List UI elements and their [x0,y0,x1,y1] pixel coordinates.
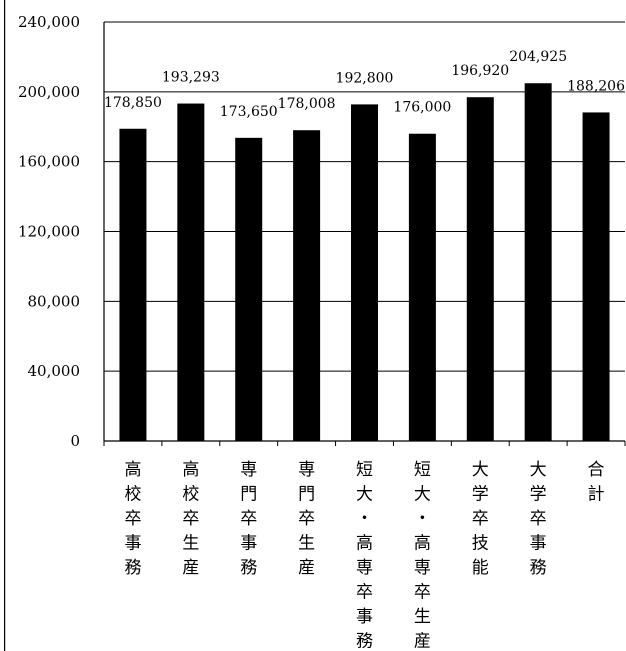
y-tick-label: 40,000 [28,362,81,380]
category-label: 高校卒生産 [182,460,199,578]
category-label: 短大・高専卒事務 [356,460,373,651]
y-tick-label: 240,000 [18,13,80,31]
bar [177,103,205,442]
category-label: 専門卒生産 [298,460,315,578]
data-label: 178,008 [278,96,336,112]
bar [235,137,263,441]
data-label: 176,000 [393,100,451,116]
bar [582,112,610,441]
data-label: 193,293 [162,70,220,86]
data-label: 178,850 [104,95,162,111]
data-label: 173,650 [220,104,278,120]
data-label: 192,800 [336,70,394,86]
category-label: 短大・高専卒生産 [414,460,431,651]
bar [408,133,436,441]
y-tick-label: 200,000 [18,83,80,101]
bar [524,83,552,441]
bar [466,97,494,441]
y-tick-label: 80,000 [28,292,81,310]
bar [293,130,321,441]
data-label: 196,920 [451,63,509,79]
y-tick-label: 120,000 [18,223,80,241]
bar [119,128,147,442]
category-label: 専門卒事務 [240,460,257,578]
y-axis-tick-labels: 0 40,000 80,000 120,000 160,000 200,000 240,00… [18,13,80,450]
category-label: 合計 [588,460,605,505]
category-label: 大学卒技能 [472,460,489,578]
data-label: 204,925 [509,49,567,65]
chart-border-left [4,0,6,651]
bars [119,83,610,442]
axes [103,22,626,446]
y-tick-label: 160,000 [18,153,80,171]
bar [351,104,378,442]
category-label: 大学卒事務 [530,460,547,578]
category-label: 高校卒事務 [124,460,141,578]
category-labels: 高校卒事務 高校卒生産 専門卒事務 専門卒生産 短大・高専卒事務 短大・高専卒生産 大学卒技… [124,460,604,651]
data-label: 188,206 [567,78,625,94]
y-tick-label: 0 [70,432,80,450]
